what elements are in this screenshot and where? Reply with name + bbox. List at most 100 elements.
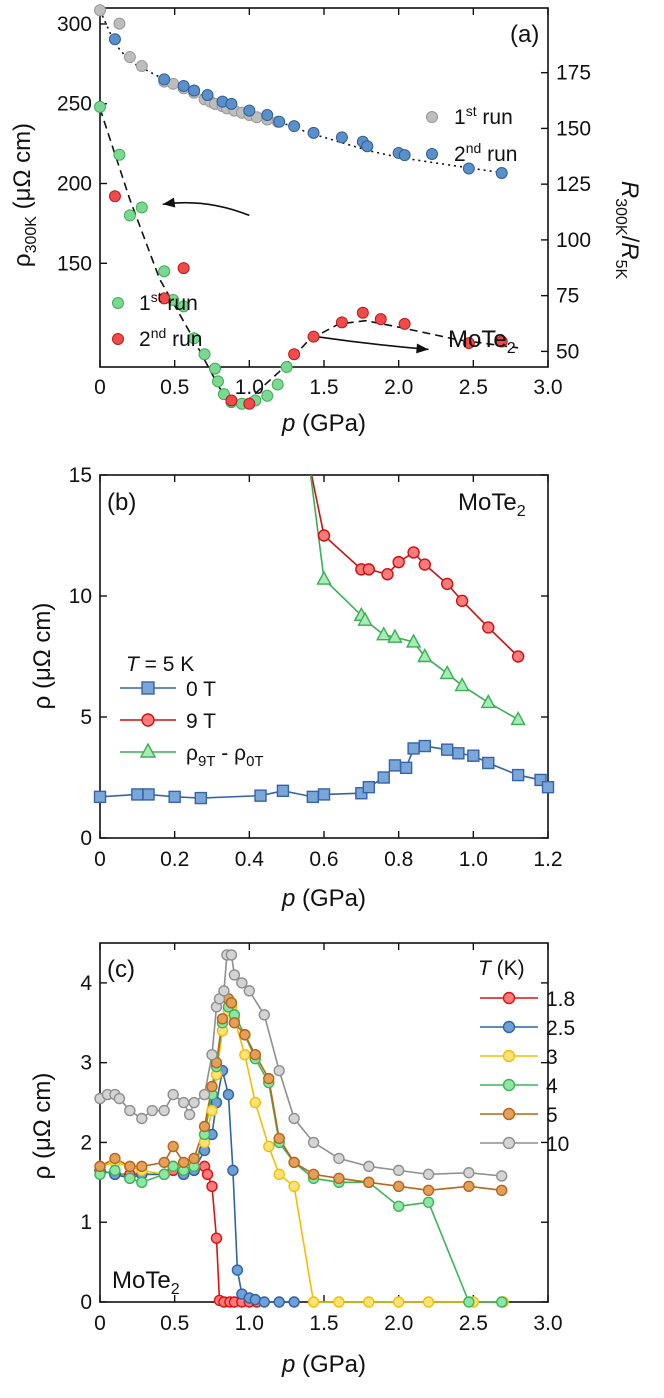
data-point-0T (377, 771, 390, 784)
data-point-green (158, 265, 171, 278)
data-point-red (158, 292, 171, 305)
series-line-1 (310, 475, 519, 658)
data-point-10K (463, 1167, 475, 1179)
panel-b-legend-title: T = 5 K (126, 653, 194, 676)
data-point-5K (124, 1160, 136, 1173)
data-point-5K (463, 1180, 475, 1193)
data-point-4K (109, 1164, 121, 1177)
x-tick-label: 3.0 (533, 1312, 562, 1335)
data-point-0T (388, 759, 402, 772)
legend-marker-2.5K (502, 1020, 516, 1034)
panel-a-ticks: 0 0.5 1.0 1.5 2.0 2.5 3.0 150 200 250 300 50 75 100 12… (57, 8, 591, 399)
data-point-blue (495, 167, 508, 180)
legend-label-2.5K: 2.5 (546, 1017, 575, 1040)
data-point-5K (263, 1072, 275, 1085)
data-point-difference (510, 710, 526, 726)
data-point-10K (258, 1009, 270, 1021)
panel-c-ticks: 0 0.5 1.0 1.5 2.0 2.5 3.0 0 1 2 3 4 (80, 943, 563, 1335)
x-tick-label: 0 (94, 1312, 106, 1335)
panel-a-label: (a) (510, 21, 539, 48)
panel-b-label: (b) (107, 489, 136, 516)
x-tick-label: 0.6 (309, 848, 338, 871)
x-tick-label: 1.0 (235, 1312, 264, 1335)
data-point-5K (177, 1156, 190, 1169)
data-point-difference (480, 694, 496, 709)
data-point-5K (496, 1184, 508, 1197)
data-point-2.5K (273, 1296, 285, 1308)
data-point-0T (317, 788, 331, 801)
y-tick-label: 2 (80, 1131, 92, 1154)
data-point-10K (363, 1160, 375, 1173)
panel-c-legend: T (K) 1.8 2.5 3 4 5 10 (478, 957, 575, 1156)
panel-c: 0 0.5 1.0 1.5 2.0 2.5 3.0 0 1 2 3 4 (c) MoTe2 T (K)… (29, 942, 575, 1378)
arrow-shaft (162, 201, 250, 217)
arrow-head (162, 197, 176, 208)
data-point-9T (418, 558, 431, 571)
data-point-5K (225, 997, 238, 1009)
data-point-4K (463, 1296, 475, 1308)
data-point-grey (123, 51, 136, 64)
legend-label-3K: 3 (546, 1046, 558, 1069)
data-point-red (177, 262, 190, 275)
panel-b-data-points (93, 529, 555, 805)
data-point-10K (206, 1048, 218, 1061)
panel-c-y-axis-label: ρ (μΩ cm) (29, 1073, 56, 1180)
x-tick-label: 0 (94, 848, 106, 871)
x-tick-label: 1.5 (309, 376, 338, 399)
data-point-2.5K (258, 1296, 270, 1308)
y-tick-label: 0 (80, 1291, 92, 1314)
legend-marker-grey-1st-run (426, 111, 438, 123)
data-point-4K (422, 1196, 435, 1208)
data-point-red (335, 316, 348, 329)
data-point-green (135, 201, 148, 214)
legend-label-green-1st-run: 1st run (139, 289, 198, 315)
data-point-5K (363, 1176, 375, 1189)
panel-a-arrows (162, 197, 429, 354)
data-point-10K (146, 1104, 158, 1117)
data-point-3K (363, 1296, 375, 1308)
data-point-difference (387, 628, 403, 643)
data-point-5K (273, 1132, 285, 1145)
panel-a-data-points (94, 4, 508, 410)
arrow-head (416, 343, 429, 354)
data-point-blue (177, 80, 190, 93)
legend-marker-blue-2nd-run (426, 148, 438, 160)
data-point-3K (392, 1296, 405, 1308)
legend-marker-1.8K (502, 991, 516, 1005)
panel-c-frame (99, 942, 549, 1303)
data-point-blue (335, 131, 348, 144)
data-point-difference (357, 611, 373, 626)
data-point-red (307, 330, 320, 343)
data-point-10K (496, 1170, 508, 1182)
data-point-blue (288, 120, 301, 133)
legend-label-1.8K: 1.8 (546, 988, 575, 1011)
right-y-tick-label: 50 (556, 340, 579, 363)
series-line-3K (99, 1004, 504, 1303)
data-point-0T (362, 780, 375, 794)
data-point-green (113, 148, 126, 161)
data-point-10K (333, 1152, 345, 1165)
panel-c-x-axis-label: p (GPa) (281, 1351, 366, 1378)
data-point-3K (206, 1104, 218, 1117)
data-point-5K (228, 1017, 241, 1029)
data-point-blue (398, 149, 411, 162)
data-point-blue (243, 104, 256, 117)
data-point-4K (124, 1172, 136, 1185)
data-point-red (243, 397, 256, 410)
data-point-difference (417, 648, 433, 663)
data-point-blue (158, 73, 171, 86)
data-point-red (374, 313, 387, 326)
legend-marker-red-2nd-run (112, 333, 124, 345)
legend-label-difference: ρ9T - ρ0T (186, 742, 264, 770)
data-point-red (356, 306, 369, 319)
data-point-3K (239, 1048, 251, 1061)
data-point-green (211, 375, 224, 388)
x-tick-label: 0.5 (160, 1312, 189, 1335)
data-point-4K (392, 1200, 405, 1212)
data-point-9T (511, 650, 525, 663)
x-tick-label: 0.4 (235, 848, 265, 871)
data-point-10K (273, 1064, 285, 1077)
data-point-5K (109, 1152, 121, 1165)
x-tick-label: 0.8 (384, 848, 413, 871)
data-point-5K (167, 1140, 179, 1153)
